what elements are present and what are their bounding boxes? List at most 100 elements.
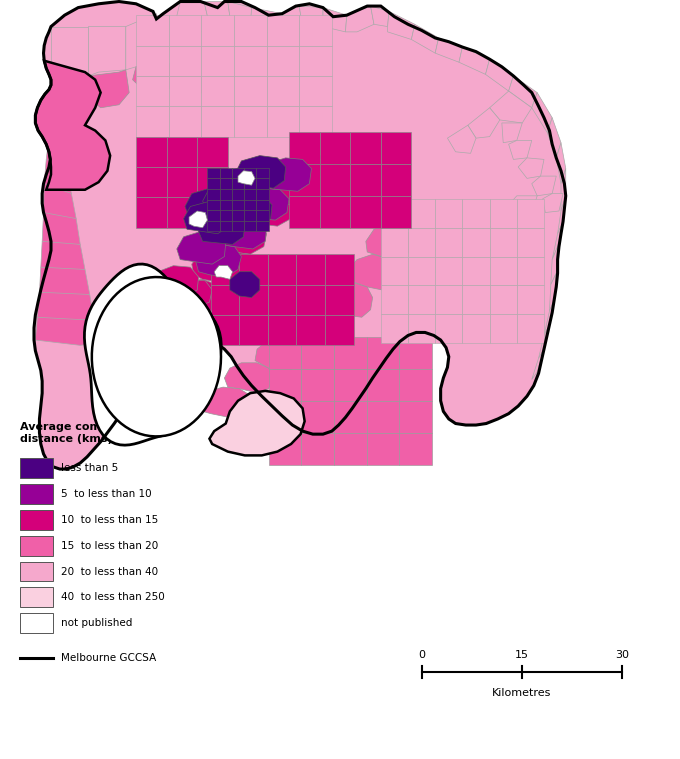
Bar: [20, 458, 53, 478]
Text: 40  to less than 250: 40 to less than 250: [61, 592, 165, 603]
Polygon shape: [462, 257, 490, 285]
Polygon shape: [289, 196, 320, 228]
Polygon shape: [486, 59, 513, 91]
Polygon shape: [245, 194, 294, 226]
Polygon shape: [299, 106, 332, 137]
Polygon shape: [399, 401, 432, 433]
Polygon shape: [223, 165, 273, 199]
Polygon shape: [399, 433, 432, 465]
Bar: [20, 613, 53, 633]
Polygon shape: [220, 200, 232, 210]
Polygon shape: [42, 213, 80, 247]
Text: not published: not published: [61, 618, 133, 628]
Polygon shape: [203, 182, 252, 214]
Polygon shape: [35, 61, 110, 190]
Polygon shape: [435, 314, 462, 343]
Polygon shape: [407, 279, 434, 310]
Polygon shape: [239, 285, 268, 315]
Polygon shape: [230, 272, 260, 298]
Polygon shape: [136, 167, 167, 197]
Text: 15  to less than 20: 15 to less than 20: [61, 540, 158, 551]
Polygon shape: [223, 194, 272, 226]
Polygon shape: [399, 337, 432, 369]
Text: 10  to less than 15: 10 to less than 15: [61, 515, 158, 525]
Polygon shape: [267, 106, 299, 137]
Polygon shape: [214, 252, 257, 285]
Polygon shape: [92, 343, 139, 381]
Polygon shape: [201, 15, 234, 46]
Polygon shape: [49, 105, 80, 140]
Polygon shape: [44, 184, 76, 219]
Polygon shape: [167, 279, 212, 307]
Polygon shape: [268, 315, 296, 345]
Polygon shape: [509, 76, 537, 108]
Polygon shape: [268, 254, 296, 285]
Polygon shape: [84, 264, 221, 446]
Polygon shape: [169, 15, 201, 46]
Polygon shape: [462, 199, 490, 228]
Polygon shape: [367, 433, 399, 465]
Polygon shape: [197, 167, 228, 197]
Polygon shape: [136, 76, 169, 106]
Polygon shape: [367, 369, 399, 401]
Polygon shape: [532, 176, 556, 196]
Polygon shape: [234, 106, 267, 137]
Polygon shape: [408, 199, 435, 228]
Polygon shape: [51, 76, 95, 110]
Polygon shape: [267, 76, 299, 106]
Polygon shape: [201, 106, 234, 137]
Polygon shape: [232, 221, 244, 231]
Polygon shape: [234, 46, 267, 76]
Polygon shape: [255, 340, 301, 372]
Polygon shape: [185, 188, 235, 220]
Polygon shape: [88, 70, 129, 108]
Polygon shape: [232, 168, 244, 178]
Polygon shape: [301, 369, 334, 401]
Polygon shape: [234, 76, 267, 106]
Polygon shape: [224, 363, 273, 393]
Polygon shape: [148, 338, 189, 372]
Polygon shape: [167, 167, 197, 197]
Polygon shape: [244, 168, 256, 178]
Polygon shape: [196, 244, 241, 277]
Polygon shape: [296, 285, 325, 315]
Polygon shape: [211, 315, 239, 345]
Polygon shape: [218, 222, 267, 254]
Polygon shape: [408, 285, 435, 314]
Polygon shape: [299, 15, 332, 46]
Text: 5  to less than 10: 5 to less than 10: [61, 489, 152, 499]
Polygon shape: [509, 140, 532, 159]
Polygon shape: [184, 202, 231, 234]
Polygon shape: [220, 168, 232, 178]
Polygon shape: [219, 176, 269, 209]
Polygon shape: [269, 369, 301, 401]
Polygon shape: [328, 282, 373, 317]
Polygon shape: [239, 254, 268, 285]
Polygon shape: [435, 228, 462, 257]
Polygon shape: [325, 254, 354, 285]
Polygon shape: [381, 228, 408, 257]
Polygon shape: [301, 433, 334, 465]
Polygon shape: [256, 168, 269, 178]
Polygon shape: [207, 210, 220, 221]
Polygon shape: [250, 8, 284, 34]
Polygon shape: [256, 210, 269, 221]
Polygon shape: [435, 199, 462, 228]
Polygon shape: [46, 137, 67, 167]
Polygon shape: [490, 228, 517, 257]
Bar: [20, 484, 53, 504]
Polygon shape: [220, 221, 232, 231]
Polygon shape: [207, 200, 220, 210]
Polygon shape: [88, 27, 126, 76]
Polygon shape: [381, 196, 411, 228]
Polygon shape: [334, 369, 367, 401]
Polygon shape: [518, 158, 544, 178]
Polygon shape: [51, 27, 88, 76]
Polygon shape: [408, 228, 435, 257]
Polygon shape: [427, 262, 454, 292]
Polygon shape: [488, 205, 517, 234]
Polygon shape: [209, 391, 305, 455]
Polygon shape: [381, 164, 411, 196]
Bar: [20, 587, 53, 607]
Polygon shape: [197, 137, 228, 167]
